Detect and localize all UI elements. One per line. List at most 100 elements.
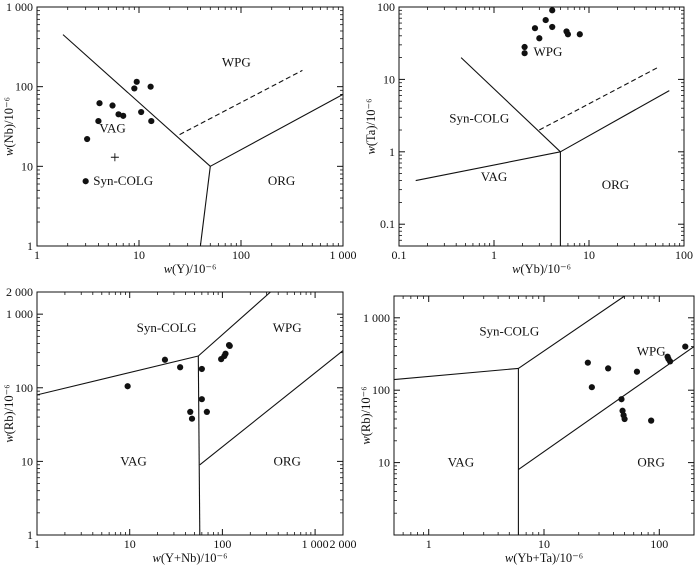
plot-frame xyxy=(36,6,344,247)
y-tick-label: 0.1 xyxy=(380,217,395,231)
sample-point xyxy=(666,358,674,365)
sample-point xyxy=(133,78,140,85)
sample-point xyxy=(198,365,205,373)
sample-point xyxy=(648,417,655,424)
sample-point xyxy=(147,83,154,90)
region-label-syn-colg: Syn-COLG xyxy=(93,173,153,188)
x-tick-label: 1 xyxy=(426,537,432,551)
region-label-wpg: WPG xyxy=(222,55,251,70)
sample-point xyxy=(84,135,91,143)
sample-point xyxy=(203,408,210,416)
x-axis-title: w(Yb)/10⁻⁶ xyxy=(512,262,571,276)
sample-point xyxy=(115,111,122,118)
cross-marker xyxy=(110,153,119,162)
dashed-boundary-line xyxy=(179,69,303,136)
dashed-boundary-line xyxy=(539,66,660,131)
y-tick-label: 2 000 xyxy=(6,285,33,299)
plot-frame xyxy=(36,291,344,536)
field-boundary-line xyxy=(210,93,343,167)
sample-point xyxy=(682,343,689,350)
field-boundary-line xyxy=(460,57,561,153)
sample-point xyxy=(549,23,556,31)
sample-point xyxy=(161,356,169,363)
x-tick-label: 1 xyxy=(34,537,40,551)
y-tick-label: 10 xyxy=(378,456,390,470)
y-tick-label: 100 xyxy=(377,0,395,14)
sample-point xyxy=(82,178,89,185)
panel-nb-vs-y: 1 10 100 1 000 1 10 100 1 000 w(Y)/10⁻⁶ w(Nb)/10⁻… xyxy=(2,0,357,276)
field-boundary-line xyxy=(560,90,670,153)
region-label-wpg: WPG xyxy=(637,344,666,359)
y-tick-label: 1 000 xyxy=(6,0,33,14)
sample-point xyxy=(549,7,556,14)
region-label-syn-colg: Syn-COLG xyxy=(137,320,197,335)
y-axis-title: w(Nb)/10⁻⁶ xyxy=(2,97,16,156)
y-tick-label: 10 xyxy=(383,72,395,86)
sample-point xyxy=(188,415,196,422)
y-axis-title: w(Ta)/10⁻⁶ xyxy=(364,99,378,155)
sample-point xyxy=(584,359,591,366)
sample-point xyxy=(120,112,127,119)
field-boundary-line xyxy=(62,34,211,167)
sample-point xyxy=(226,342,233,350)
sample-point xyxy=(131,85,138,92)
plot-area xyxy=(415,7,670,246)
region-label-syn-colg: Syn-COLG xyxy=(479,323,539,338)
x-tick-label: 1 000 xyxy=(330,248,357,262)
panel-rb-vs-yb-ta: 1 10 100 10 100 1 000 w(Yb+Ta)/10⁻⁶ w(Rb)/10⁻⁶ S… xyxy=(359,295,695,565)
y-tick-label: 1 000 xyxy=(6,307,33,321)
region-label-org: ORG xyxy=(268,173,295,188)
sample-point xyxy=(564,31,572,38)
sample-point xyxy=(621,415,628,423)
field-boundary-line xyxy=(37,355,199,396)
sample-point xyxy=(588,384,595,391)
y-tick-label: 10 xyxy=(21,454,33,468)
sample-point xyxy=(633,368,641,375)
y-tick-label: 10 xyxy=(21,159,33,173)
y-tick-label: 1 000 xyxy=(363,311,390,325)
sample-point xyxy=(222,350,229,357)
plot-area xyxy=(394,296,694,535)
region-label-vag: VAG xyxy=(481,169,508,184)
x-tick-label: 1 xyxy=(491,248,497,262)
y-tick-label: 100 xyxy=(15,381,33,395)
x-tick-label: 100 xyxy=(232,248,250,262)
y-tick-label: 100 xyxy=(15,80,33,94)
x-axis-title: w(Yb+Ta)/10⁻⁶ xyxy=(505,551,583,565)
sample-point xyxy=(138,108,145,116)
x-tick-label: 1 000 xyxy=(302,537,329,551)
sample-point xyxy=(148,117,155,125)
sample-point xyxy=(95,117,102,125)
sample-point xyxy=(109,102,116,109)
plot-frame xyxy=(398,6,685,247)
region-label-syn-colg: Syn-COLG xyxy=(449,110,509,125)
field-boundary-line xyxy=(197,292,271,357)
y-tick-label: 1 xyxy=(389,145,395,159)
x-tick-label: 2 000 xyxy=(330,537,357,551)
y-tick-label: 1 xyxy=(27,528,33,542)
y-axis-title: w(Rb)/10⁻⁶ xyxy=(359,386,373,444)
x-axis-title: w(Y)/10⁻⁶ xyxy=(164,262,217,276)
y-tick-label: 100 xyxy=(372,383,390,397)
plot-area xyxy=(37,292,343,535)
region-label-org: ORG xyxy=(273,453,300,468)
y-tick-label: 1 xyxy=(27,239,33,253)
region-label-vag: VAG xyxy=(120,453,147,468)
region-label-wpg: WPG xyxy=(273,320,302,335)
plot-frame xyxy=(393,295,695,536)
x-tick-label: 10 xyxy=(133,248,145,262)
x-tick-label: 10 xyxy=(538,537,550,551)
sample-point xyxy=(521,50,528,57)
sample-point xyxy=(187,408,194,416)
sample-point xyxy=(576,31,583,38)
field-boundary-line xyxy=(518,296,625,369)
region-label-vag: VAG xyxy=(99,120,126,135)
field-boundary-line xyxy=(197,355,201,535)
sample-point xyxy=(96,100,103,107)
x-tick-label: 100 xyxy=(213,537,231,551)
region-label-vag: VAG xyxy=(448,455,475,470)
x-tick-label: 10 xyxy=(583,248,595,262)
sample-point xyxy=(198,396,205,403)
